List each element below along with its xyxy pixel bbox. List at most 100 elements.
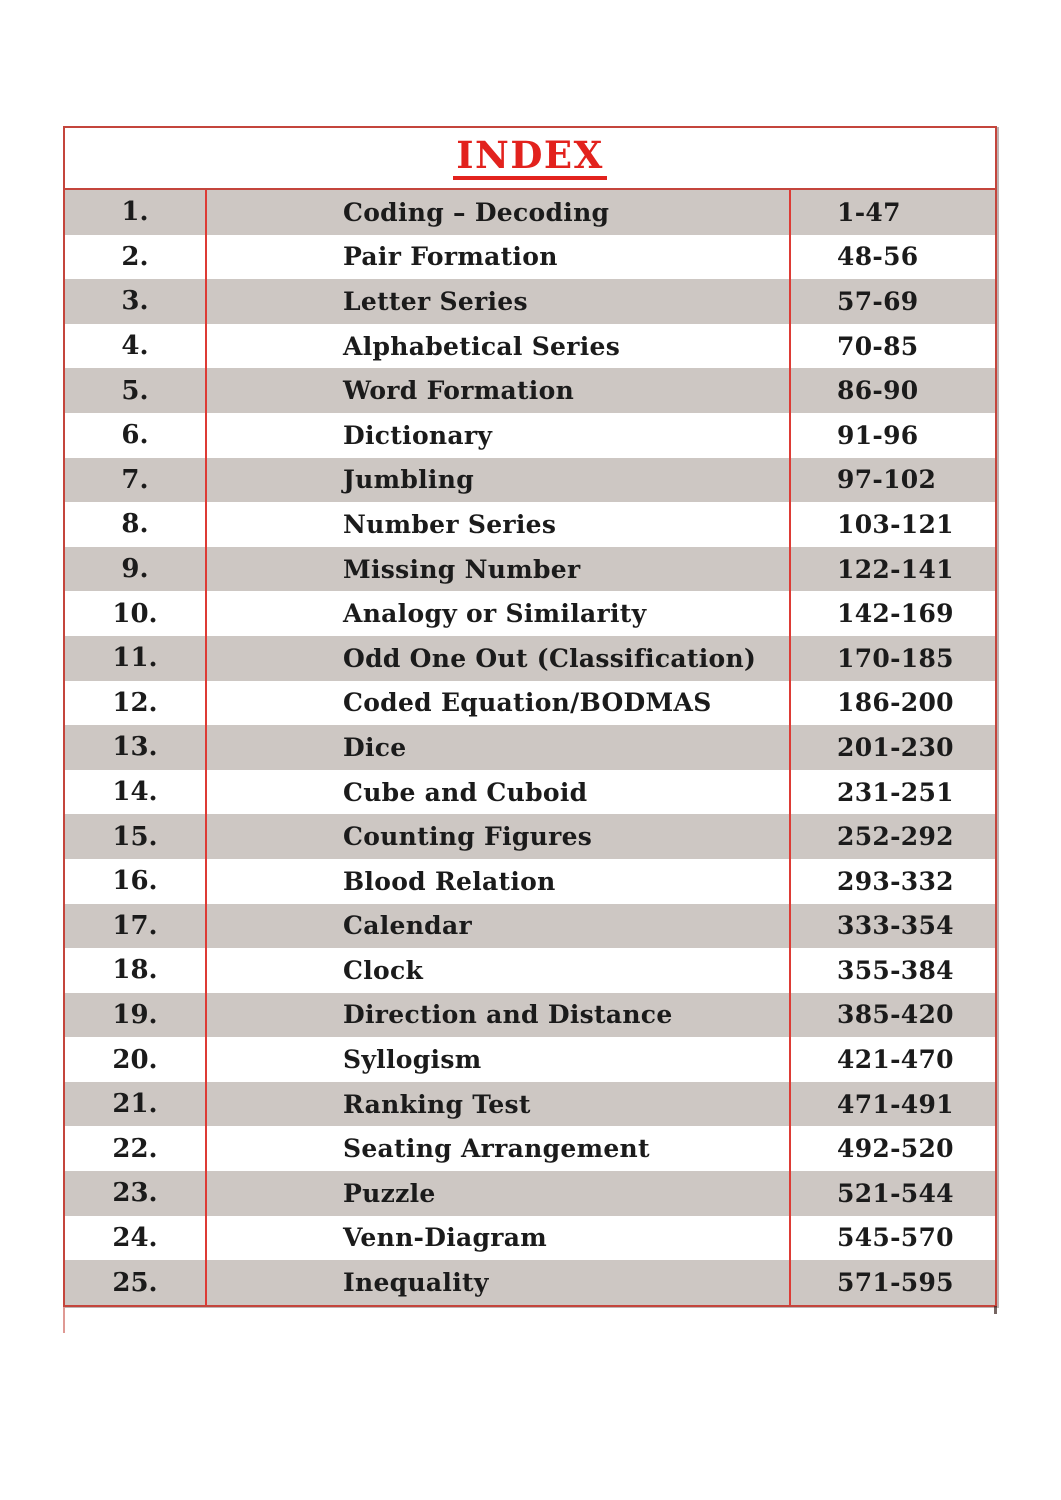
chapter-name: Syllogism [207,1037,791,1082]
row-number: 21. [65,1081,207,1127]
table-row: 7. Jumbling 97-102 [65,457,995,503]
page-range: 186-200 [837,688,954,718]
chapter-name: Coding – Decoding [207,190,791,235]
table-row: 9. Missing Number 122-141 [65,546,995,592]
table-row: 23. Puzzle 521-544 [65,1171,995,1216]
index-rows: 1. Coding – Decoding 1-47 2. Pair Formation 4… [65,190,995,1305]
row-number: 24. [65,1215,207,1261]
chapter-name: Odd One Out (Classification) [207,635,791,681]
chapter-name: Missing Number [207,546,791,592]
chapter-name: Counting Figures [207,814,791,859]
row-number: 20. [65,1037,207,1082]
chapter-name: Analogy or Similarity [207,591,791,636]
row-number: 23. [65,1171,207,1216]
row-number: 8. [65,502,207,547]
table-row: 12. Coded Equation/BODMAS 186-200 [65,680,995,726]
table-row: 2. Pair Formation 48-56 [65,234,995,280]
table-row: 19. Direction and Distance 385-420 [65,992,995,1038]
table-row: 21. Ranking Test 471-491 [65,1081,995,1127]
table-row: 11. Odd One Out (Classification) 170-185 [65,635,995,681]
row-number: 17. [65,903,207,949]
page-range: 122-141 [837,554,954,584]
chapter-name: Ranking Test [207,1081,791,1127]
chapter-name: Seating Arrangement [207,1126,791,1172]
page-range: 385-420 [837,1000,954,1030]
page-title: INDEX [453,136,607,180]
table-row: 15. Counting Figures 252-292 [65,814,995,859]
row-number: 16. [65,858,207,904]
chapter-name: Cube and Cuboid [207,769,791,815]
row-number: 19. [65,992,207,1038]
page-range: 86-90 [837,376,919,406]
row-number: 25. [65,1260,207,1305]
chapter-name: Alphabetical Series [207,323,791,369]
page-range: 97-102 [837,465,937,495]
border-stub-left [63,1306,65,1333]
chapter-name: Direction and Distance [207,992,791,1038]
page-range: 1-47 [837,197,901,227]
page-range: 293-332 [837,866,954,896]
page-range: 231-251 [837,777,954,807]
chapter-name: Dice [207,725,791,770]
row-number: 4. [65,323,207,369]
table-row: 18. Clock 355-384 [65,948,995,993]
page-range: 70-85 [837,331,919,361]
page-range: 201-230 [837,732,954,762]
row-number: 6. [65,412,207,458]
row-number: 14. [65,769,207,815]
chapter-name: Puzzle [207,1171,791,1216]
table-row: 8. Number Series 103-121 [65,502,995,547]
table-row: 5. Word Formation 86-90 [65,368,995,413]
page-range: 421-470 [837,1045,954,1075]
table-row: 3. Letter Series 57-69 [65,279,995,324]
chapter-name: Blood Relation [207,858,791,904]
page-range: 521-544 [837,1178,954,1208]
table-row: 14. Cube and Cuboid 231-251 [65,769,995,815]
page-range: 142-169 [837,599,954,629]
page-range: 170-185 [837,643,954,673]
chapter-name: Venn-Diagram [207,1215,791,1261]
table-row: 20. Syllogism 421-470 [65,1037,995,1082]
chapter-name: Clock [207,948,791,993]
table-row: 1. Coding – Decoding 1-47 [65,190,995,235]
table-row: 16. Blood Relation 293-332 [65,858,995,904]
row-number: 11. [65,635,207,681]
table-row: 24. Venn-Diagram 545-570 [65,1215,995,1261]
page-range: 571-595 [837,1268,954,1298]
chapter-name: Word Formation [207,368,791,413]
row-number: 1. [65,190,207,235]
chapter-name: Coded Equation/BODMAS [207,680,791,726]
page-range: 492-520 [837,1134,954,1164]
row-number: 18. [65,948,207,993]
table-row: 17. Calendar 333-354 [65,903,995,949]
page-range: 57-69 [837,286,919,316]
chapter-name: Inequality [207,1260,791,1305]
page-range: 103-121 [837,509,954,539]
title-row: INDEX [65,128,995,190]
row-number: 9. [65,546,207,592]
row-number: 15. [65,814,207,859]
row-number: 5. [65,368,207,413]
index-table: INDEX 1. Coding – Decoding 1-47 2. Pair Form… [63,126,997,1307]
table-row: 25. Inequality 571-595 [65,1260,995,1305]
page-range: 355-384 [837,955,954,985]
chapter-name: Dictionary [207,412,791,458]
chapter-name: Number Series [207,502,791,547]
row-number: 2. [65,234,207,280]
table-row: 13. Dice 201-230 [65,725,995,770]
page-range: 545-570 [837,1223,954,1253]
row-number: 12. [65,680,207,726]
table-row: 6. Dictionary 91-96 [65,412,995,458]
chapter-name: Calendar [207,903,791,949]
table-row: 22. Seating Arrangement 492-520 [65,1126,995,1172]
page-range: 252-292 [837,822,954,852]
table-row: 10. Analogy or Similarity 142-169 [65,591,995,636]
page-range: 48-56 [837,242,919,272]
page-range: 333-354 [837,911,954,941]
row-number: 10. [65,591,207,636]
row-number: 7. [65,457,207,503]
border-stub-right [994,1306,997,1314]
row-number: 22. [65,1126,207,1172]
page-range: 471-491 [837,1089,954,1119]
chapter-name: Pair Formation [207,234,791,280]
